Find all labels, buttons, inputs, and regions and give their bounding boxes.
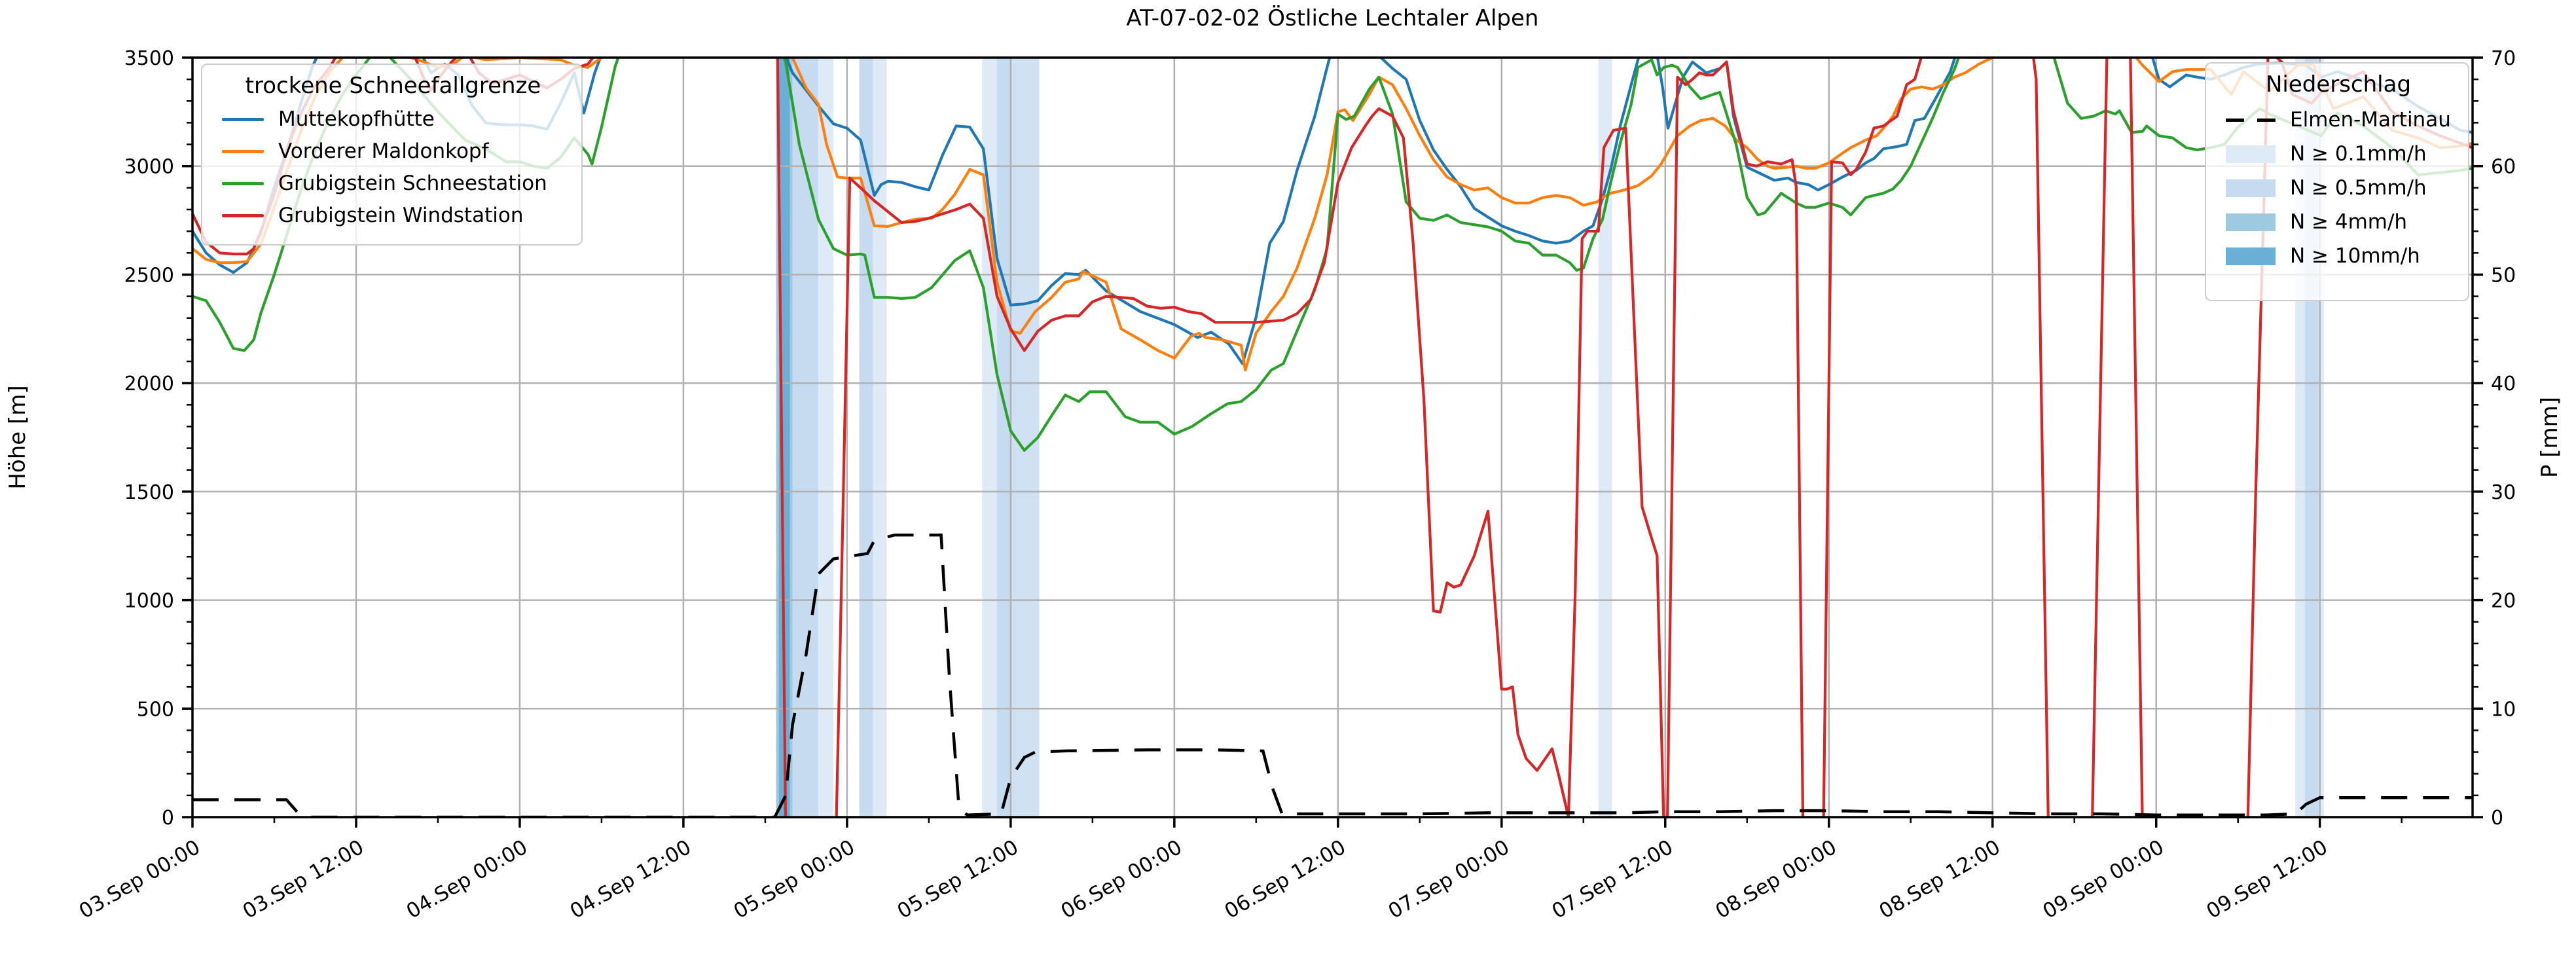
x-tick-label: 06.Sep 12:00 — [1221, 835, 1350, 924]
legend-snowfall-line: trockene Schneefallgrenze Muttekopfhütte… — [201, 64, 583, 246]
y-right-tick-label: 40 — [2491, 373, 2516, 395]
y-right-tick-label: 30 — [2491, 481, 2516, 504]
precip-band — [859, 58, 873, 817]
legend-snowfall-line-title: trockene Schneefallgrenze — [245, 73, 541, 99]
x-tick-label: 09.Sep 00:00 — [2039, 835, 2168, 924]
legend-item-band-3: N ≥ 10mm/h — [2226, 244, 2455, 268]
legend-item-label: Vorderer Maldonkopf — [278, 139, 489, 163]
y-left-tick-label: 1500 — [124, 481, 174, 504]
ticks — [182, 56, 2483, 828]
y-right-tick-label: 0 — [2491, 807, 2503, 830]
precip-band — [778, 58, 790, 817]
x-tick-label: 05.Sep 00:00 — [730, 835, 859, 924]
series-vorderer-maldonkopf — [192, 58, 2473, 372]
legend-snowfall-line-items: Muttekopfhütte Vorderer Maldonkopf Grubigs… — [218, 107, 568, 227]
y-left-tick-label: 1000 — [124, 590, 174, 613]
legend-line-swatch — [222, 213, 264, 217]
precip-band — [792, 58, 819, 817]
precip-band — [997, 58, 1012, 817]
legend-item-label: N ≥ 0.1mm/h — [2290, 142, 2427, 166]
legend-precipitation: Niederschlag Elmen-Martinau N ≥ 0.1mm/h N … — [2205, 62, 2469, 301]
precip-band — [818, 58, 834, 817]
x-tick-label: 03.Sep 12:00 — [239, 835, 368, 924]
y-right-tick-label: 10 — [2491, 698, 2516, 721]
legend-precipitation-title: Niederschlag — [2265, 71, 2412, 98]
legend-item-vorderer-maldonkopf: Vorderer Maldonkopf — [222, 139, 568, 163]
legend-dashed-line-swatch — [2226, 118, 2276, 122]
legend-line-swatch — [222, 149, 264, 153]
y-left-tick-label: 2500 — [124, 264, 174, 287]
chart-title: AT-07-02-02 Östliche Lechtaler Alpen — [1126, 5, 1539, 31]
y-right-tick-label: 50 — [2491, 264, 2516, 287]
legend-item-band-1: N ≥ 0.5mm/h — [2226, 176, 2455, 200]
legend-band-swatch — [2226, 179, 2276, 197]
precip-band — [1598, 58, 1612, 817]
legend-item-label: Elmen-Martinau — [2290, 108, 2451, 132]
legend-item-label: Muttekopfhütte — [278, 107, 435, 131]
legend-item-label: N ≥ 4mm/h — [2290, 210, 2408, 234]
legend-item-label: N ≥ 0.5mm/h — [2290, 176, 2427, 200]
legend-item-muttekopfhuette: Muttekopfhütte — [222, 107, 568, 131]
legend-item-band-2: N ≥ 4mm/h — [2226, 210, 2455, 234]
x-tick-label: 08.Sep 00:00 — [1712, 835, 1841, 924]
legend-precipitation-items: Elmen-Martinau N ≥ 0.1mm/h N ≥ 0.5mm/h N ≥ … — [2222, 108, 2455, 268]
y-right-tick-label: 70 — [2491, 47, 2516, 70]
y-right-tick-label: 60 — [2491, 156, 2516, 179]
precip-band — [873, 58, 887, 817]
legend-item-label: Grubigstein Windstation — [278, 204, 524, 227]
legend-item-grubigstein-schneestation: Grubigstein Schneestation — [222, 172, 568, 195]
y-right-axis-label: P [mm] — [2537, 397, 2563, 478]
legend-band-swatch — [2226, 247, 2276, 265]
x-tick-label: 04.Sep 00:00 — [403, 835, 532, 924]
gridlines — [192, 58, 2473, 817]
y-left-tick-label: 2000 — [124, 373, 174, 395]
legend-item-band-0: N ≥ 0.1mm/h — [2226, 142, 2455, 166]
legend-item-grubigstein-windstation: Grubigstein Windstation — [222, 204, 568, 227]
y-left-tick-label: 3000 — [124, 156, 174, 179]
y-left-tick-label: 0 — [162, 807, 174, 830]
legend-band-swatch — [2226, 145, 2276, 163]
y-right-tick-label: 20 — [2491, 590, 2516, 613]
legend-line-swatch — [222, 117, 264, 121]
x-tick-label: 08.Sep 12:00 — [1876, 835, 2005, 924]
precip-bands — [776, 58, 2324, 817]
legend-item-label: N ≥ 10mm/h — [2290, 244, 2420, 268]
legend-line-swatch — [222, 181, 264, 185]
plot-border — [191, 56, 2474, 818]
series-elmen-martinau — [192, 533, 2473, 817]
precip-band — [982, 58, 998, 817]
y-left-axis-label: Höhe [m] — [5, 385, 31, 489]
legend-item-label: Grubigstein Schneestation — [278, 172, 547, 195]
x-tick-label: 03.Sep 00:00 — [75, 835, 204, 924]
x-tick-label: 07.Sep 00:00 — [1385, 835, 1514, 924]
legend-item-elmen-martinau: Elmen-Martinau — [2226, 108, 2455, 132]
x-tick-label: 07.Sep 12:00 — [1548, 835, 1677, 924]
x-tick-label: 06.Sep 00:00 — [1057, 835, 1186, 924]
x-tick-label: 05.Sep 12:00 — [894, 835, 1023, 924]
x-tick-label: 04.Sep 12:00 — [566, 835, 695, 924]
y-left-tick-label: 3500 — [124, 47, 174, 70]
x-tick-label: 09.Sep 12:00 — [2202, 835, 2331, 924]
y-left-tick-label: 500 — [137, 698, 174, 721]
legend-band-swatch — [2226, 213, 2276, 231]
